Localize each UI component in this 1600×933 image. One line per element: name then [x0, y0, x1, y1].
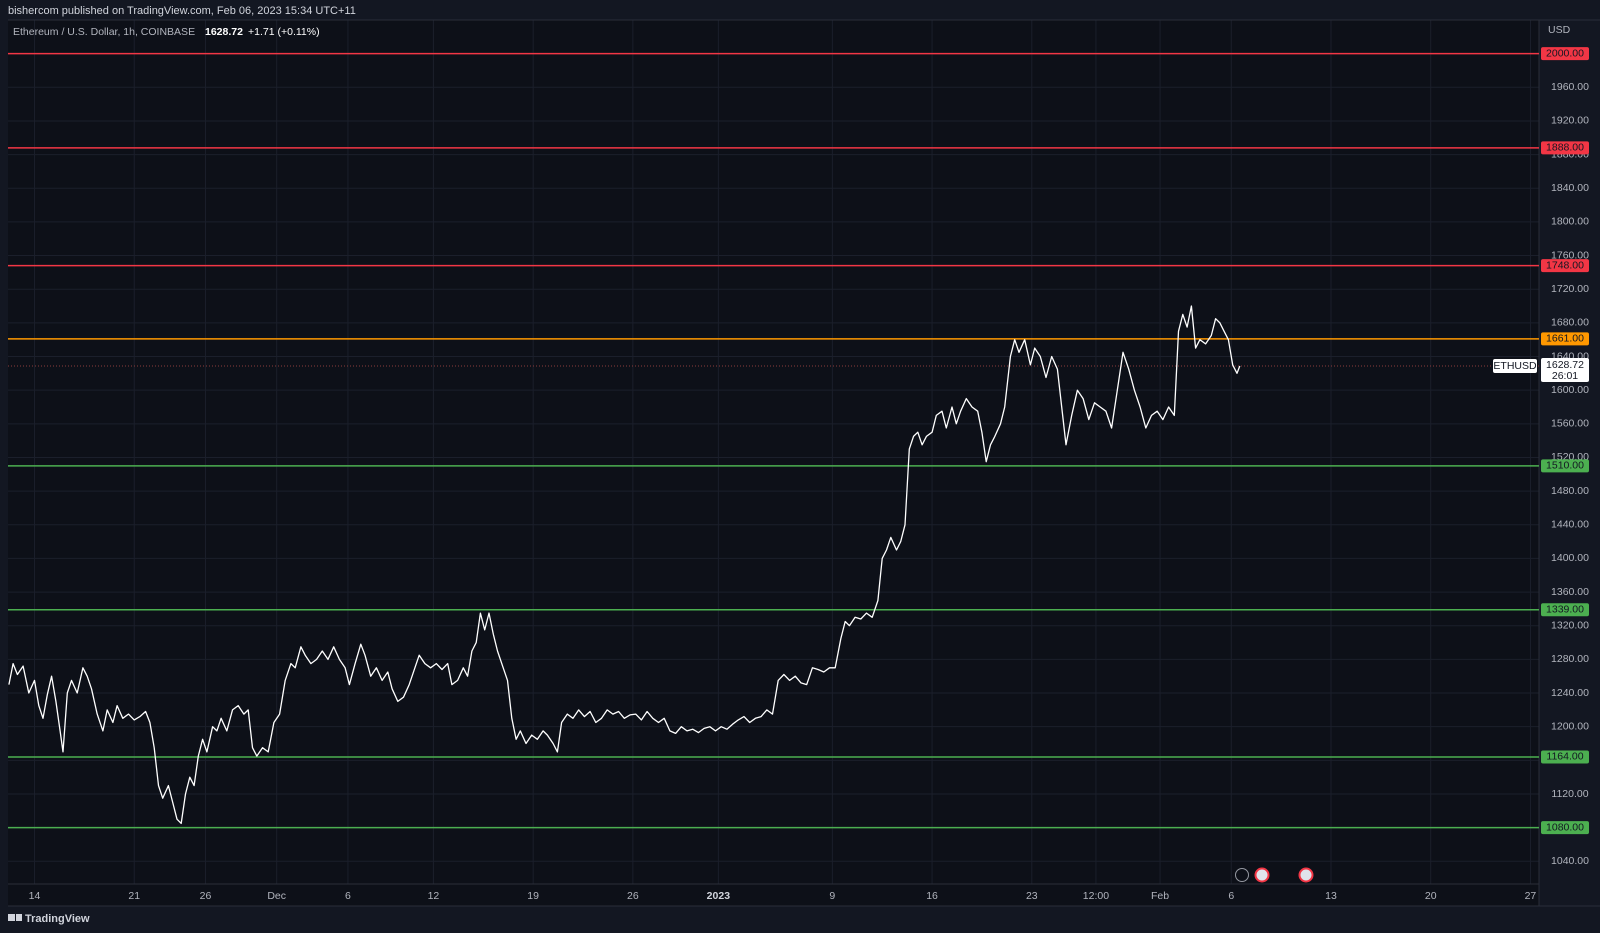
- y-tick-label: 1600.00: [1551, 384, 1589, 396]
- countdown: 26:01: [1552, 370, 1578, 382]
- level-label: 1748.00: [1546, 259, 1584, 271]
- y-tick-label: 1720.00: [1551, 283, 1589, 295]
- x-tick-label: 26: [200, 890, 212, 902]
- x-tick-label: Dec: [267, 890, 286, 902]
- x-tick-label: 27: [1525, 890, 1537, 902]
- x-tick-label: 19: [527, 890, 539, 902]
- x-tick-label: Feb: [1151, 890, 1169, 902]
- plot-area: [8, 20, 1539, 906]
- x-tick-label: 12: [428, 890, 440, 902]
- level-label: 1080.00: [1546, 821, 1584, 833]
- event-icon[interactable]: [1298, 867, 1314, 883]
- x-tick-label: 16: [926, 890, 938, 902]
- event-icon[interactable]: [1235, 868, 1249, 882]
- x-tick-label: 6: [1228, 890, 1234, 902]
- brand: TradingView: [25, 913, 90, 925]
- header-price: 1628.72: [205, 26, 243, 38]
- level-label: 1661.00: [1546, 333, 1584, 345]
- publisher-note: bishercom published on TradingView.com, …: [8, 5, 356, 17]
- y-tick-label: 1440.00: [1551, 519, 1589, 531]
- y-tick-label: 1680.00: [1551, 317, 1589, 329]
- level-label: 2000.00: [1546, 47, 1584, 59]
- x-tick-label: 14: [29, 890, 41, 902]
- y-tick-label: 1360.00: [1551, 586, 1589, 598]
- level-label: 1510.00: [1546, 460, 1584, 472]
- price-box: [1541, 358, 1589, 383]
- y-tick-label: 1560.00: [1551, 418, 1589, 430]
- symbol: Ethereum / U.S. Dollar, 1h, COINBASE: [13, 26, 195, 38]
- level-label-box: [1541, 47, 1589, 61]
- x-tick-label: 26: [627, 890, 639, 902]
- level-label-box: [1541, 259, 1589, 273]
- event-icon[interactable]: [1254, 867, 1270, 883]
- level-label-box: [1541, 821, 1589, 835]
- x-tick-label: 6: [345, 890, 351, 902]
- y-tick-label: 1200.00: [1551, 720, 1589, 732]
- y-tick-label: 1920.00: [1551, 115, 1589, 127]
- y-tick-label: 1840.00: [1551, 182, 1589, 194]
- y-tick-label: 1760.00: [1551, 249, 1589, 261]
- level-label-box: [1541, 603, 1589, 617]
- level-label-box: [1541, 459, 1589, 473]
- price-label: 1628.72: [1546, 359, 1584, 371]
- change: +1.71 (+0.11%): [248, 26, 320, 38]
- level-label-box: [1541, 141, 1589, 155]
- x-tick-label: 12:00: [1083, 890, 1109, 902]
- level-label-box: [1541, 750, 1589, 764]
- level-label: 1888.00: [1546, 142, 1584, 154]
- y-tick-label: 1040.00: [1551, 855, 1589, 867]
- y-tick-label: 1240.00: [1551, 687, 1589, 699]
- logo-part: [8, 914, 15, 921]
- y-tick-label: 1960.00: [1551, 81, 1589, 93]
- symbol-tag-box: [1493, 359, 1537, 374]
- x-tick-label: 20: [1425, 890, 1437, 902]
- symbol-tag: ETHUSD: [1493, 360, 1537, 372]
- x-tick-label: 13: [1325, 890, 1337, 902]
- x-tick-label: 21: [128, 890, 140, 902]
- x-tick-label: 9: [829, 890, 835, 902]
- price-line: [8, 305, 1241, 825]
- currency: USD: [1548, 24, 1571, 36]
- x-tick-label: 23: [1026, 890, 1038, 902]
- y-tick-label: 1480.00: [1551, 485, 1589, 497]
- y-tick-label: 1280.00: [1551, 653, 1589, 665]
- event-icons: [1235, 867, 1314, 883]
- y-tick-label: 1400.00: [1551, 552, 1589, 564]
- level-label: 1339.00: [1546, 604, 1584, 616]
- level-label-box: [1541, 332, 1589, 346]
- logo-part: [16, 914, 22, 921]
- y-tick-label: 1120.00: [1551, 788, 1588, 800]
- x-tick-label: 2023: [707, 890, 731, 902]
- brand-logo: [8, 914, 22, 921]
- level-label: 1164.00: [1546, 751, 1583, 763]
- y-tick-label: 1320.00: [1551, 620, 1589, 632]
- y-tick-label: 1800.00: [1551, 216, 1589, 228]
